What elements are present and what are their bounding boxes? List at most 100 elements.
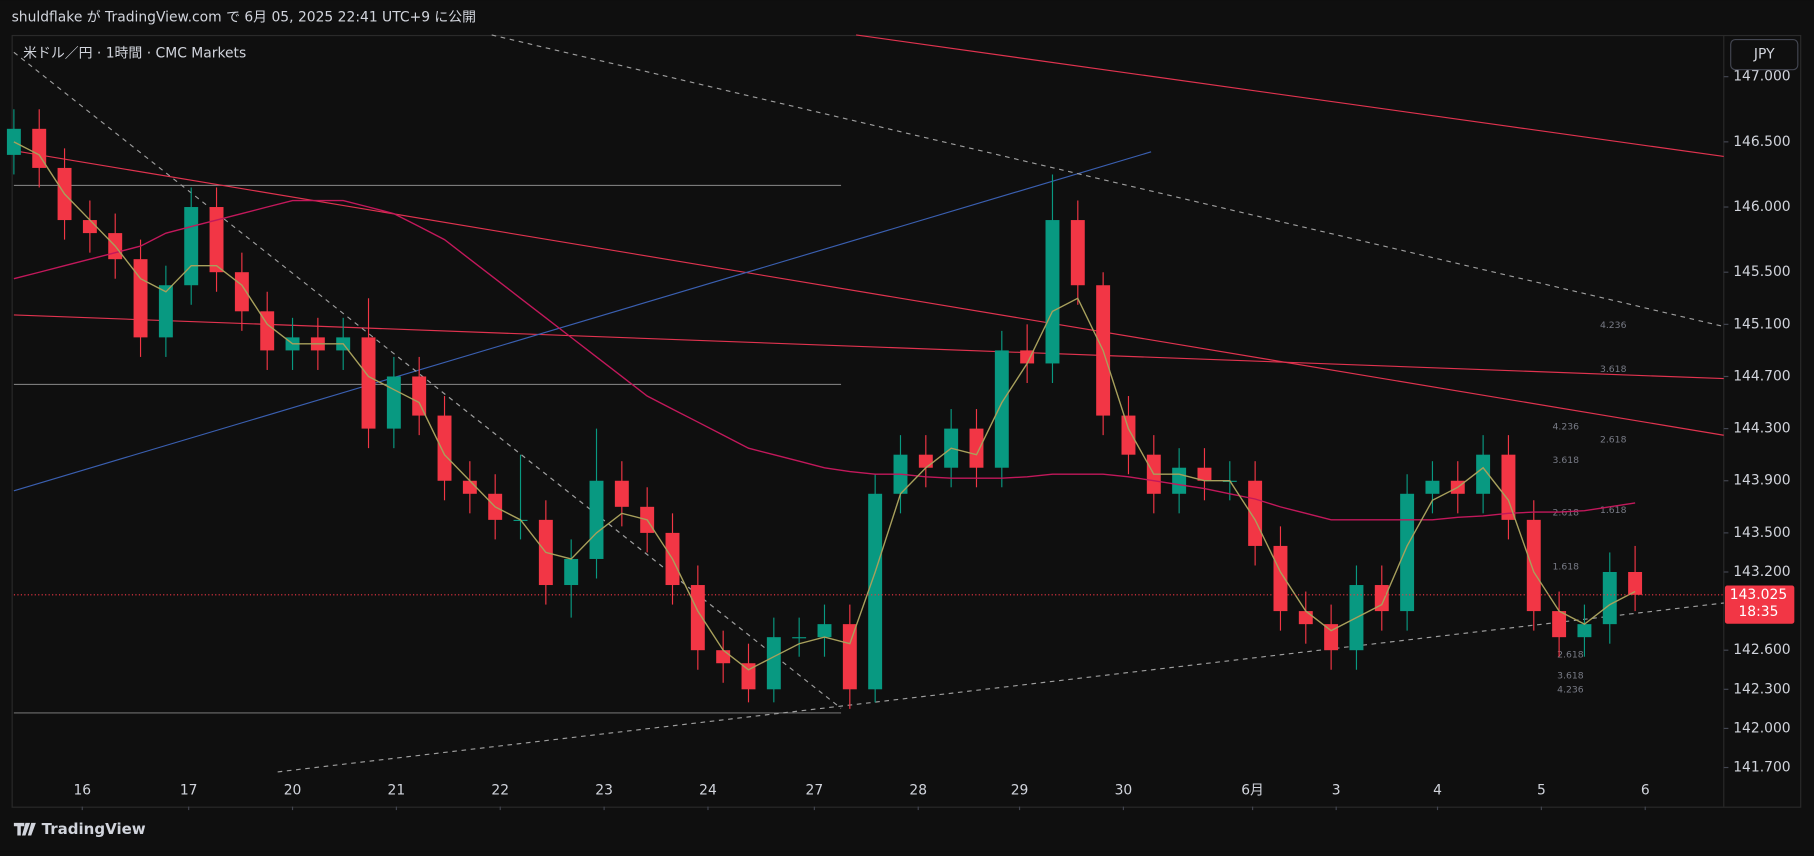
candle-body — [1197, 467, 1212, 481]
candle-body — [1298, 611, 1313, 625]
y-tick-label: 143.200 — [1733, 564, 1790, 580]
y-tick-label: 146.500 — [1733, 134, 1790, 150]
x-tick-label: 4 — [1433, 782, 1442, 798]
candle-body — [158, 285, 173, 338]
candle-body — [1020, 350, 1035, 364]
candle-body — [1526, 519, 1541, 612]
y-tick-label: 141.700 — [1733, 760, 1790, 776]
candle-body — [589, 480, 604, 559]
candle-body — [842, 624, 857, 690]
fib-label: 4.236 — [1553, 422, 1580, 433]
fib-label: 2.618 — [1600, 434, 1627, 445]
fib-label: 2.618 — [1557, 650, 1584, 661]
drawings — [13, 34, 1724, 773]
x-tick-label: 27 — [806, 782, 824, 798]
x-tick-label: 20 — [284, 782, 302, 798]
candle-body — [741, 663, 756, 690]
candle-body — [1121, 415, 1136, 455]
x-tick-label: 6月 — [1241, 782, 1264, 798]
candle-body — [994, 350, 1009, 468]
fib-label: 1.618 — [1553, 562, 1580, 573]
y-tick-label: 142.000 — [1733, 720, 1790, 736]
x-tick-label: 29 — [1011, 782, 1029, 798]
x-tick-label: 30 — [1115, 782, 1133, 798]
candle-body — [1070, 220, 1085, 286]
y-tick-label: 145.500 — [1733, 264, 1790, 280]
candle-body — [766, 637, 781, 690]
candle-body — [1324, 624, 1339, 651]
candle-body — [361, 337, 376, 429]
y-tick-label: 142.300 — [1733, 681, 1790, 697]
price-label-box — [1724, 585, 1795, 624]
y-tick-label: 146.000 — [1733, 199, 1790, 215]
candle-body — [1425, 480, 1440, 494]
fib-label: 3.618 — [1553, 455, 1580, 466]
candle-body — [133, 259, 148, 338]
x-tick-label: 23 — [595, 782, 613, 798]
candle-body — [1501, 454, 1516, 520]
price-label: 143.025 — [1730, 587, 1787, 603]
y-tick-label: 144.300 — [1733, 421, 1790, 437]
candle-body — [209, 207, 224, 273]
symbol-info: 米ドル／円 · 1時間 · CMC Markets — [23, 45, 246, 61]
fib-label: 3.618 — [1557, 670, 1584, 681]
candle-body — [1400, 493, 1415, 612]
brand-logo — [13, 822, 36, 836]
y-tick-label: 143.900 — [1733, 473, 1790, 489]
candle-body — [868, 493, 883, 690]
candle-body — [32, 128, 47, 168]
trend-line — [856, 34, 1724, 158]
publish-info: shuldflake が TradingView.com で 6月 05, 20… — [12, 10, 477, 26]
candle-body — [564, 558, 579, 586]
candle-body — [6, 128, 21, 155]
trend-line — [13, 314, 1724, 380]
fib-label: 4.236 — [1557, 684, 1584, 695]
candle-body — [184, 207, 199, 286]
candle-body — [1374, 585, 1389, 612]
candle-body — [918, 454, 933, 468]
candle-body — [1552, 611, 1567, 638]
chart-frame — [11, 34, 1802, 808]
candle-body — [1577, 624, 1592, 638]
trend-line — [13, 150, 1724, 436]
candle-body — [462, 480, 477, 494]
candle-body — [260, 311, 275, 351]
candle-body — [969, 428, 984, 468]
moving-average — [13, 199, 1636, 521]
candle-body — [437, 415, 452, 481]
fib-labels: 4.236 3.618 4.236 2.618 3.618 2.618 1.61… — [1553, 320, 1627, 695]
y-tick-label: 142.600 — [1733, 642, 1790, 658]
candle-body — [1248, 480, 1263, 546]
trend-line — [13, 151, 1152, 492]
fib-label: 2.618 — [1553, 507, 1580, 518]
candle-body — [1045, 220, 1060, 364]
candle-body — [1273, 545, 1288, 612]
brand: TradingView — [42, 820, 146, 838]
x-tick-label: 16 — [73, 782, 91, 798]
y-tick-label: 143.500 — [1733, 525, 1790, 541]
candle-body — [1172, 467, 1187, 494]
x-tick-label: 3 — [1332, 782, 1341, 798]
candle-body — [792, 637, 807, 639]
candle-body — [412, 376, 427, 416]
y-tick-label: 144.700 — [1733, 368, 1790, 384]
fib-label: 4.236 — [1600, 320, 1627, 331]
currency-button[interactable] — [1730, 39, 1799, 71]
candle-body — [817, 624, 832, 638]
candle-body — [614, 480, 629, 507]
x-tick-label: 22 — [491, 782, 509, 798]
y-tick-label: 147.000 — [1733, 69, 1790, 85]
dashed-line — [491, 34, 1724, 328]
x-tick-label: 17 — [180, 782, 198, 798]
fib-label: 3.618 — [1600, 364, 1627, 375]
x-tick-label: 5 — [1537, 782, 1546, 798]
plot: 147.000 146.500 146.000 145.500 145.100 144.7… — [6, 69, 1795, 811]
candle-body — [1602, 571, 1617, 625]
candle-body — [690, 585, 705, 651]
candle-body — [1476, 454, 1491, 494]
currency-label[interactable]: JPY — [1753, 47, 1775, 63]
candle-body — [716, 650, 731, 664]
